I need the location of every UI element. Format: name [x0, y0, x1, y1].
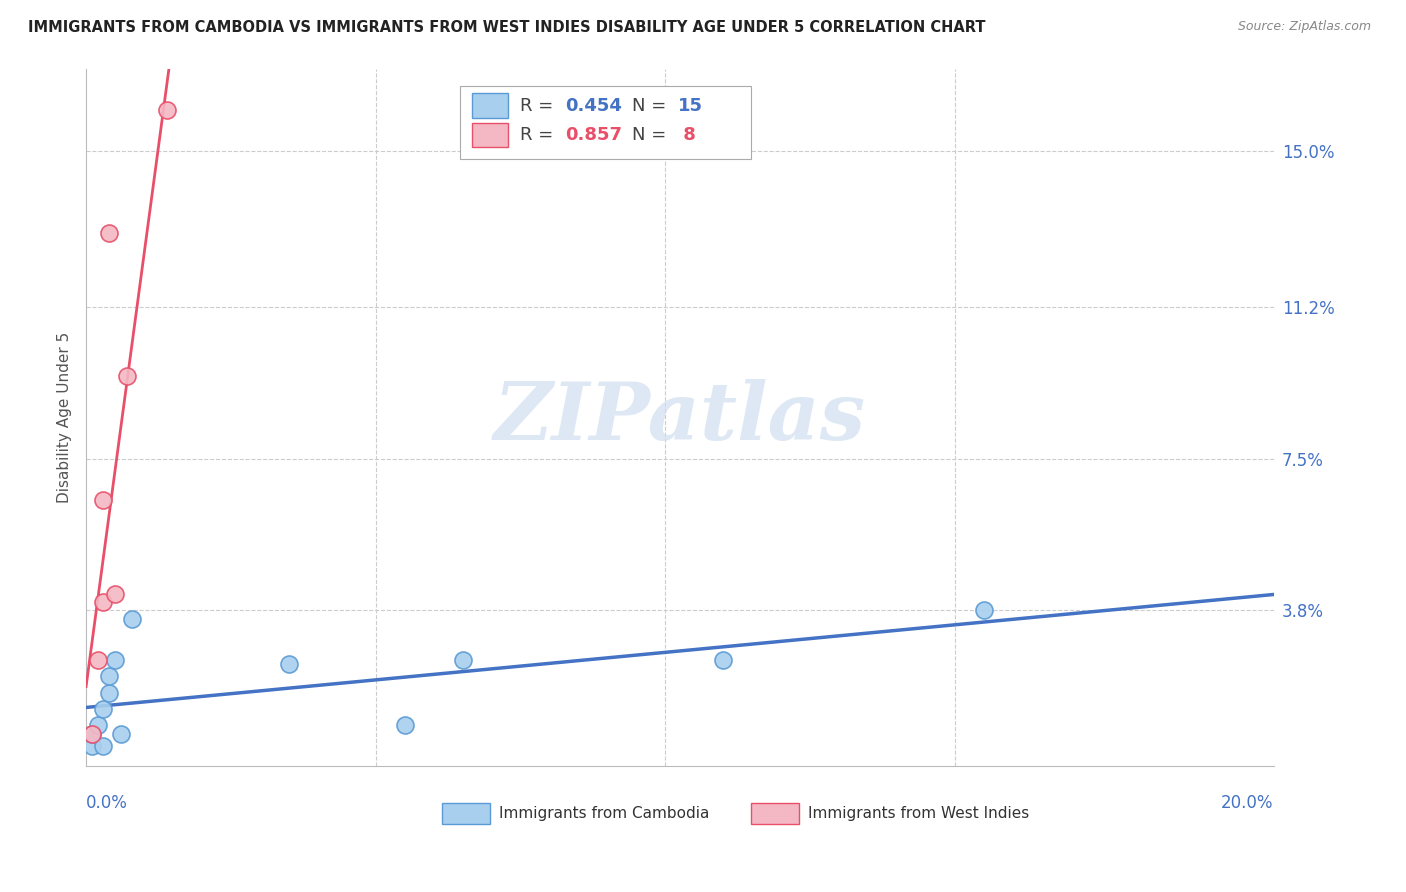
Point	[86, 718, 108, 732]
Text: 0.857: 0.857	[565, 126, 621, 144]
Point	[973, 603, 995, 617]
FancyBboxPatch shape	[443, 804, 489, 824]
Point	[104, 653, 127, 667]
Text: Source: ZipAtlas.com: Source: ZipAtlas.com	[1237, 20, 1371, 33]
Text: 20.0%: 20.0%	[1222, 795, 1274, 813]
Point	[93, 739, 115, 753]
Text: Immigrants from Cambodia: Immigrants from Cambodia	[499, 806, 710, 822]
FancyBboxPatch shape	[472, 94, 508, 118]
Point	[93, 492, 115, 507]
Text: ZIPatlas: ZIPatlas	[494, 379, 866, 456]
FancyBboxPatch shape	[751, 804, 799, 824]
Text: 15: 15	[678, 96, 703, 114]
Point	[104, 587, 127, 601]
Text: R =: R =	[520, 96, 558, 114]
Point	[110, 726, 132, 740]
Point	[277, 657, 299, 671]
FancyBboxPatch shape	[472, 122, 508, 147]
Text: N =: N =	[633, 126, 672, 144]
Point	[711, 653, 734, 667]
Point	[80, 726, 103, 740]
Point	[86, 653, 108, 667]
Text: Immigrants from West Indies: Immigrants from West Indies	[808, 806, 1029, 822]
Point	[121, 612, 143, 626]
Point	[451, 653, 474, 667]
Y-axis label: Disability Age Under 5: Disability Age Under 5	[58, 332, 72, 503]
Text: N =: N =	[633, 96, 672, 114]
Text: 0.0%: 0.0%	[86, 795, 128, 813]
Text: IMMIGRANTS FROM CAMBODIA VS IMMIGRANTS FROM WEST INDIES DISABILITY AGE UNDER 5 C: IMMIGRANTS FROM CAMBODIA VS IMMIGRANTS F…	[28, 20, 986, 35]
Point	[115, 369, 138, 384]
Text: 8: 8	[678, 126, 696, 144]
Point	[98, 226, 121, 240]
Point	[80, 726, 103, 740]
Text: R =: R =	[520, 126, 558, 144]
Point	[98, 669, 121, 683]
FancyBboxPatch shape	[460, 86, 751, 160]
Point	[93, 702, 115, 716]
Point	[93, 595, 115, 609]
Point	[394, 718, 416, 732]
Text: 0.454: 0.454	[565, 96, 621, 114]
Point	[156, 103, 179, 117]
Point	[80, 739, 103, 753]
Point	[98, 685, 121, 699]
